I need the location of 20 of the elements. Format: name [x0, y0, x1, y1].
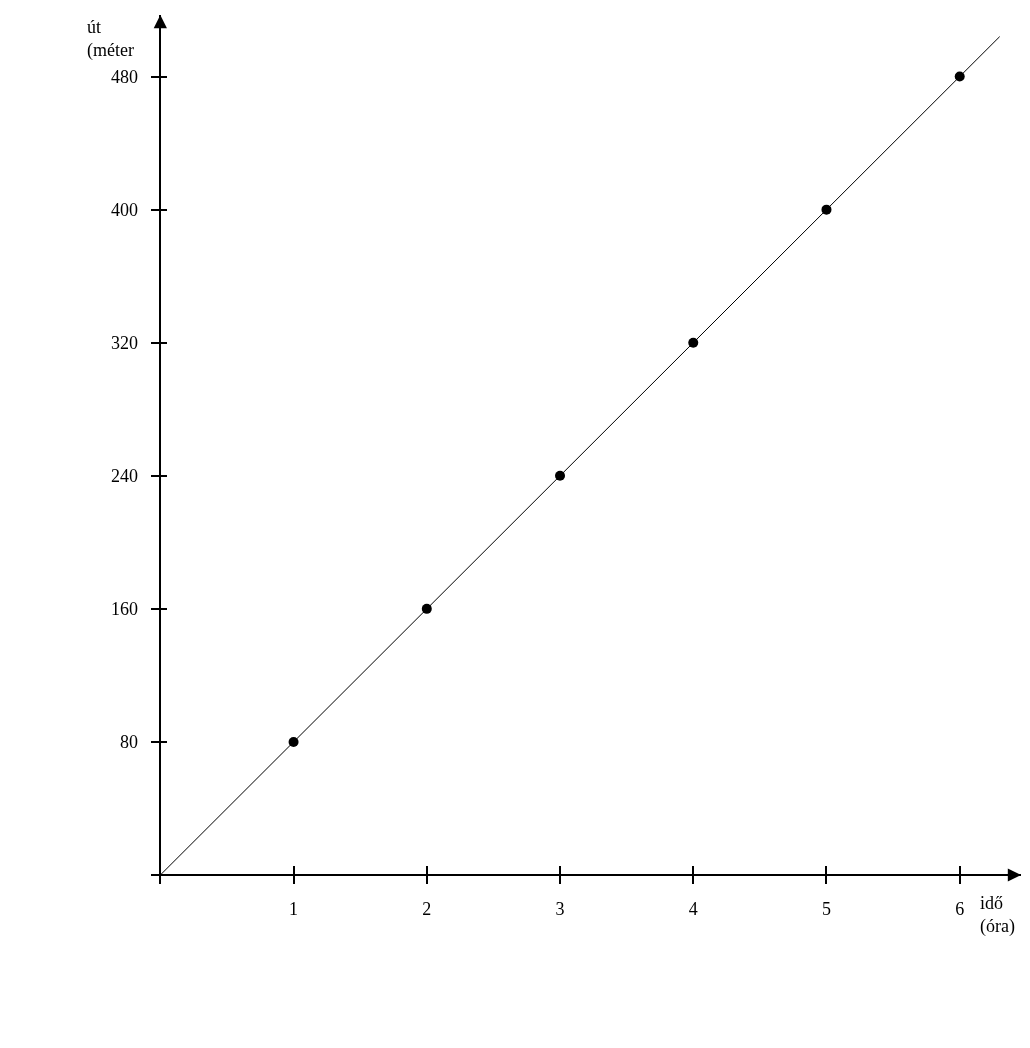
- y-tick-label: 400: [111, 199, 138, 220]
- x-tick-label: 6: [955, 899, 965, 919]
- point: [954, 71, 965, 82]
- y-tick-label: 80: [120, 732, 138, 753]
- y-tick-label: 320: [111, 333, 138, 353]
- x-tick-label: 4: [688, 899, 698, 919]
- x-tick-label: 2: [422, 899, 432, 919]
- y-tick-label: 480: [111, 66, 138, 87]
- point: [288, 736, 299, 747]
- y-tick-label: 160: [111, 599, 138, 620]
- y-tick-label: 240: [111, 466, 138, 487]
- x-axis-title: idő (óra): [980, 893, 1015, 938]
- point: [688, 337, 699, 348]
- point: [555, 470, 566, 481]
- x-tick-label: 5: [821, 899, 831, 919]
- point: [821, 204, 832, 215]
- x-tick-label: 1: [289, 899, 299, 919]
- x-tick-label: 3: [555, 899, 565, 919]
- y-axis-title: út (méter: [87, 17, 134, 62]
- point: [421, 603, 432, 614]
